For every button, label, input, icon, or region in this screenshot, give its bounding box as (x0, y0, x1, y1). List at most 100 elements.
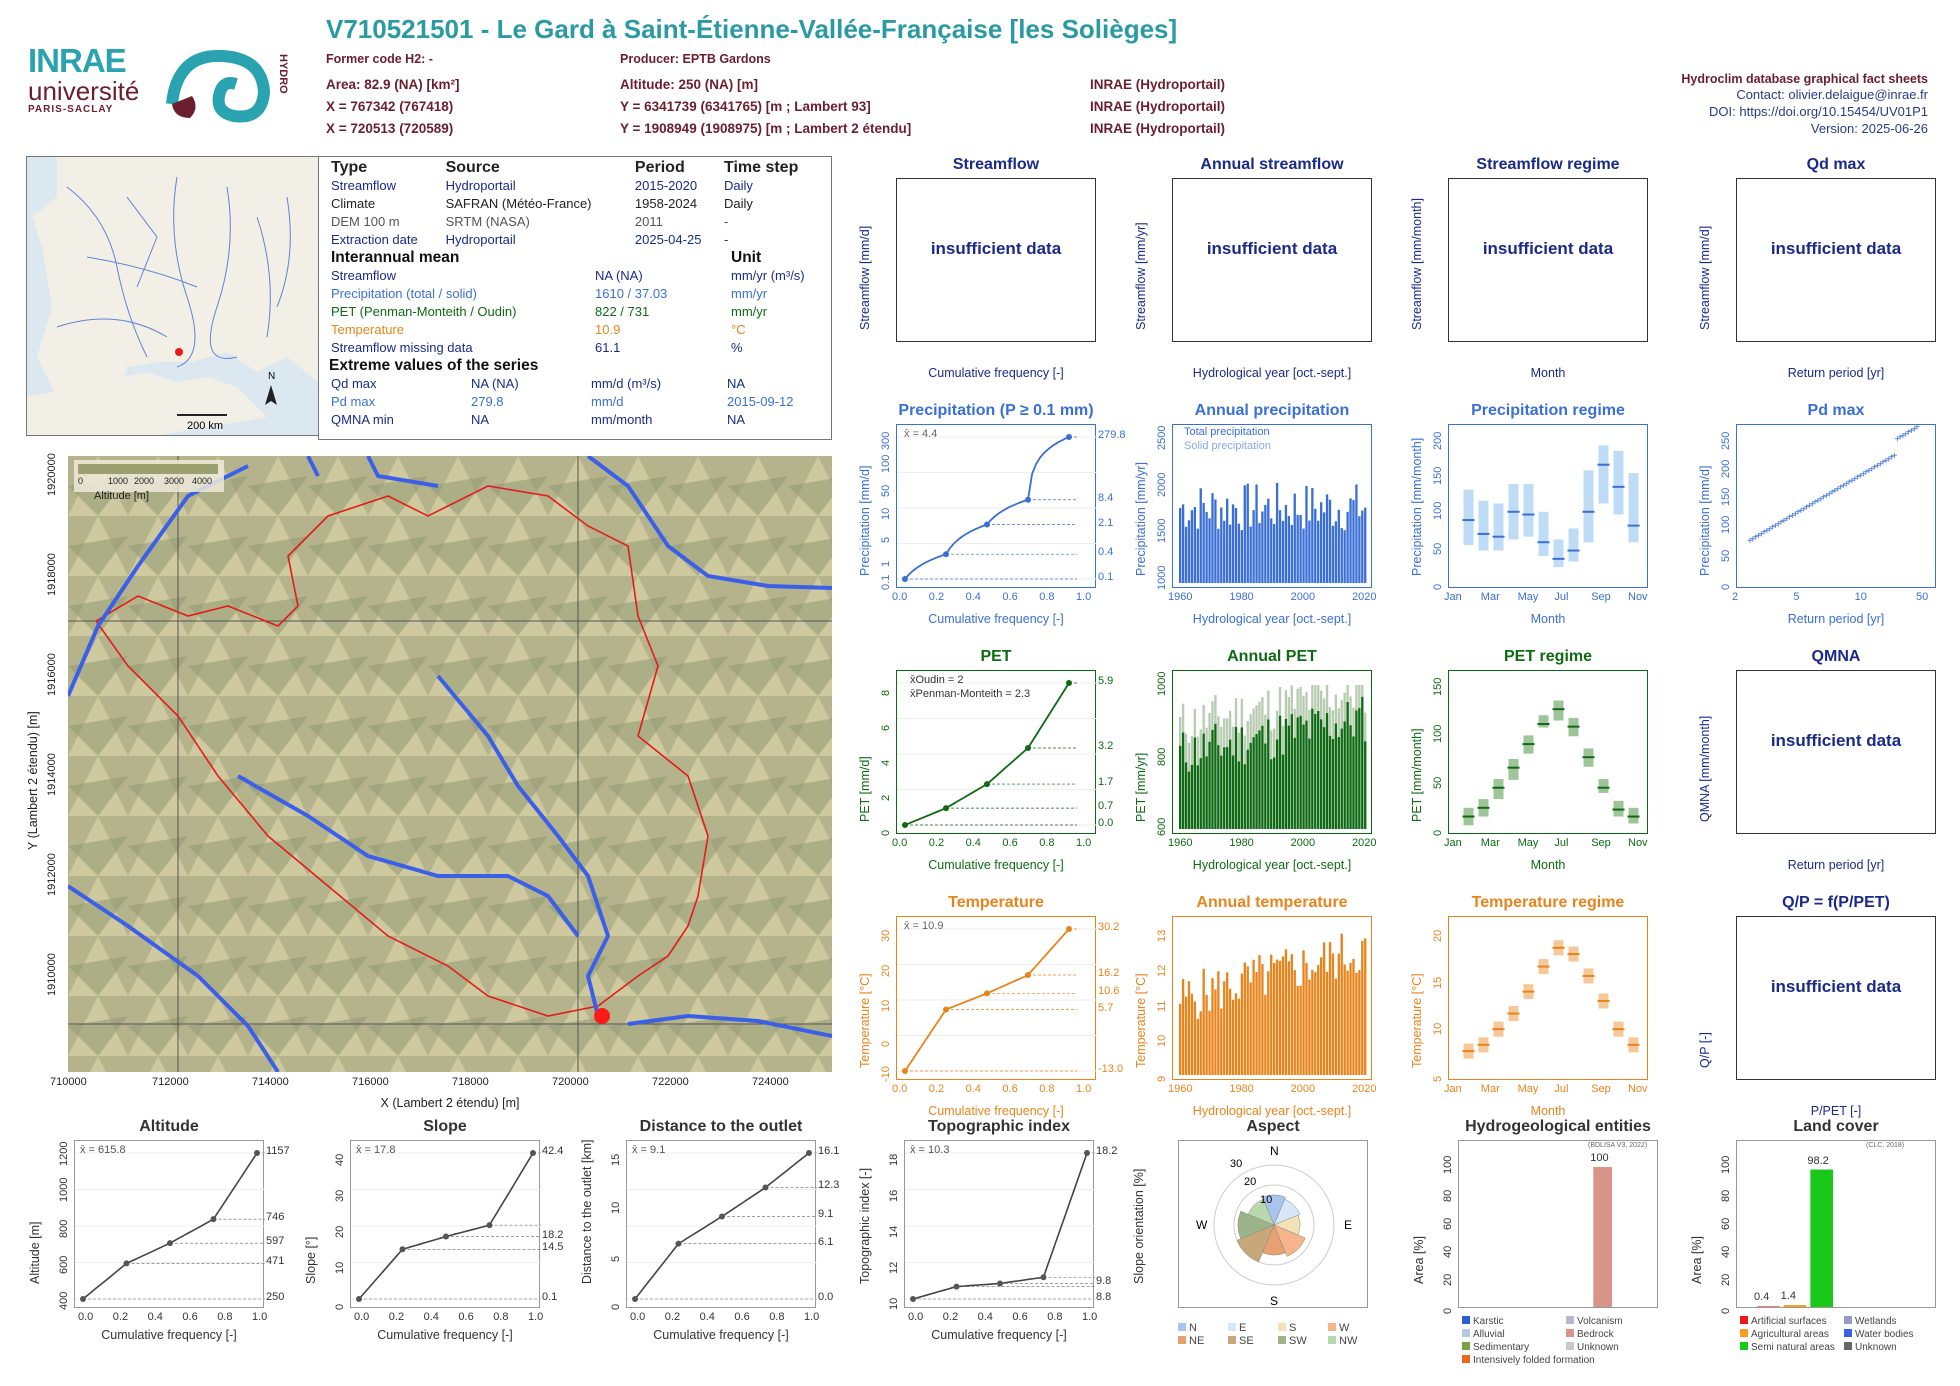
temp-point (943, 1006, 949, 1013)
annual_precip-xtick: 2020 (1352, 591, 1377, 603)
annual_pet-bar (1226, 747, 1229, 829)
regime_temp-xtick: Nov (1628, 1083, 1648, 1095)
annual_precip-bar (1202, 502, 1205, 583)
pet-leg2: x̄Penman-Monteith = 2.3 (910, 688, 1031, 700)
annual_pet-bar (1211, 729, 1214, 829)
topo-point (997, 1280, 1003, 1287)
pet-ytick: 2 (880, 794, 892, 801)
regime_precip-box (1583, 470, 1594, 543)
annual_temp-ytick: 11 (1156, 1000, 1168, 1012)
topo-ytick: 10 (888, 1297, 900, 1310)
pdmax-title: Pd max (1807, 402, 1865, 419)
altitude-point (210, 1216, 217, 1223)
pdmax-ytick: 50 (1720, 549, 1732, 562)
landcover-legend-item: Semi natural areas (1740, 1342, 1835, 1353)
landcover-ytick: 40 (1720, 1245, 1732, 1258)
annual_pet-plot (1172, 670, 1372, 834)
altitude-right-label: 1157 (266, 1145, 290, 1157)
annual_temp-xtick: 1980 (1229, 1083, 1254, 1095)
annual_precip-xlabel: Hydrological year [oct.-sept.] (1192, 612, 1352, 626)
distance-ytick: 15 (610, 1153, 622, 1166)
distance-point (806, 1150, 812, 1156)
annual_precip-bar (1217, 528, 1220, 583)
aspect-legend-item: S (1278, 1322, 1296, 1334)
annual_pet-title: Annual PET (1227, 648, 1317, 665)
temp-xtick: 0.4 (965, 1083, 981, 1095)
precip-xtick: 0.4 (965, 591, 981, 603)
hydrogeo-src: (BDLISA V3, 2022) (1588, 1142, 1648, 1149)
precip-right-label: 8.4 (1098, 491, 1114, 504)
altitude-xtick: 0.0 (78, 1311, 94, 1323)
annual_temp-bar (1179, 1003, 1182, 1075)
annual_precip-bar (1270, 518, 1273, 583)
annual_pet-bar (1305, 720, 1308, 829)
annual_temp-bar (1214, 989, 1217, 1075)
topo-title: Topographic index (928, 1118, 1070, 1135)
annual_pet-xtick: 1960 (1168, 837, 1193, 849)
annual_temp-bar (1311, 969, 1314, 1075)
altitude-right-label: 746 (266, 1211, 285, 1224)
france-minimap-svg: 200 km N (27, 157, 323, 435)
slope-xtick: 0.6 (458, 1311, 474, 1323)
altitude-xlabel: Cumulative frequency [-] (101, 1328, 237, 1342)
precip-point (902, 576, 908, 582)
annual_temp-bar (1193, 1001, 1197, 1075)
annual_pet-bar (1205, 756, 1208, 829)
aspect-title: Aspect (1246, 1118, 1300, 1135)
annual_pet-bar (1287, 725, 1291, 829)
qp-xlabel: P/PET [-] (1810, 1104, 1862, 1118)
annual_pet-bar (1322, 727, 1326, 829)
annual_temp-bar (1199, 1011, 1202, 1075)
annual_precip-xtick: 1960 (1168, 591, 1193, 603)
aspect-ring (1233, 1184, 1315, 1266)
annual_temp-bar (1355, 972, 1358, 1075)
distance-right-label: 16.1 (818, 1145, 840, 1157)
pet-xtick: 0.4 (965, 837, 981, 849)
annual_temp-bar (1211, 978, 1214, 1075)
precip-title: Precipitation (P ≥ 0.1 mm) (898, 402, 1094, 419)
map-ylabel: Y (Lambert 2 étendu) [m] (26, 711, 40, 850)
pdmax-svg: ++++++++++++++++++++++++++++++++++++++++… (1747, 423, 1920, 547)
pdmax-point: + (1880, 458, 1886, 469)
annual_pet-bar (1364, 741, 1367, 829)
annual_precip-bar (1325, 494, 1329, 583)
pet-point (1066, 680, 1072, 686)
pdmax-ytick: 150 (1720, 487, 1732, 506)
annual_precip-bar (1322, 512, 1326, 583)
pet-ytick: 8 (880, 689, 892, 696)
annual_temp-bar (1226, 972, 1229, 1075)
pdmax-point: + (1798, 506, 1804, 517)
annual_pet-bar (1273, 757, 1276, 829)
x-lambert2: X = 720513 (720589) (326, 121, 454, 136)
annual_pet-bar (1355, 710, 1358, 829)
x-lambert93: X = 767342 (767418) (326, 99, 454, 114)
regime_precip-ytick: 200 (1432, 431, 1444, 450)
map-ytick: 1914000 (46, 753, 58, 796)
cell: PET (Penman-Monteith / Oudin) (331, 304, 517, 319)
altitude-title: Altitude (139, 1118, 199, 1135)
regime_precip-ytick: 150 (1432, 466, 1444, 485)
pdmax-point: + (1877, 459, 1883, 470)
slope-right-label: 0.1 (542, 1291, 558, 1303)
slope-ytick: 0 (334, 1303, 346, 1310)
landcover-ytick: 20 (1720, 1273, 1732, 1286)
streamflow-xlabel: Cumulative frequency [-] (928, 366, 1064, 380)
temp-plot (896, 916, 1097, 1080)
annual_temp-bar (1308, 979, 1311, 1075)
y-lambert93: Y = 6341739 (6341765) [m ; Lambert 93] (620, 99, 871, 114)
pet-point (1025, 744, 1031, 751)
regime_temp-ylabel: Temperature [°C] (1410, 973, 1424, 1068)
doi: DOI: https://doi.org/10.15454/UV01P1 (1709, 104, 1928, 119)
distance-svg (627, 1150, 817, 1302)
pdmax-point: + (1784, 514, 1790, 525)
cell: 2015-09-12 (727, 394, 794, 409)
map-xlabel: X (Lambert 2 étendu) [m] (380, 1096, 520, 1110)
regime_pet-xtick: Jul (1554, 837, 1569, 849)
slope-xtick: 0.2 (388, 1311, 405, 1323)
regime_pet-xtick: Mar (1480, 837, 1500, 849)
regime_pet-box (1538, 715, 1549, 728)
inrae-logo-text: INRAE (28, 42, 127, 79)
pet-right-label: 0.7 (1098, 800, 1114, 813)
unit-title: Unit (731, 249, 762, 266)
regime_pet-title: PET regime (1503, 648, 1593, 665)
